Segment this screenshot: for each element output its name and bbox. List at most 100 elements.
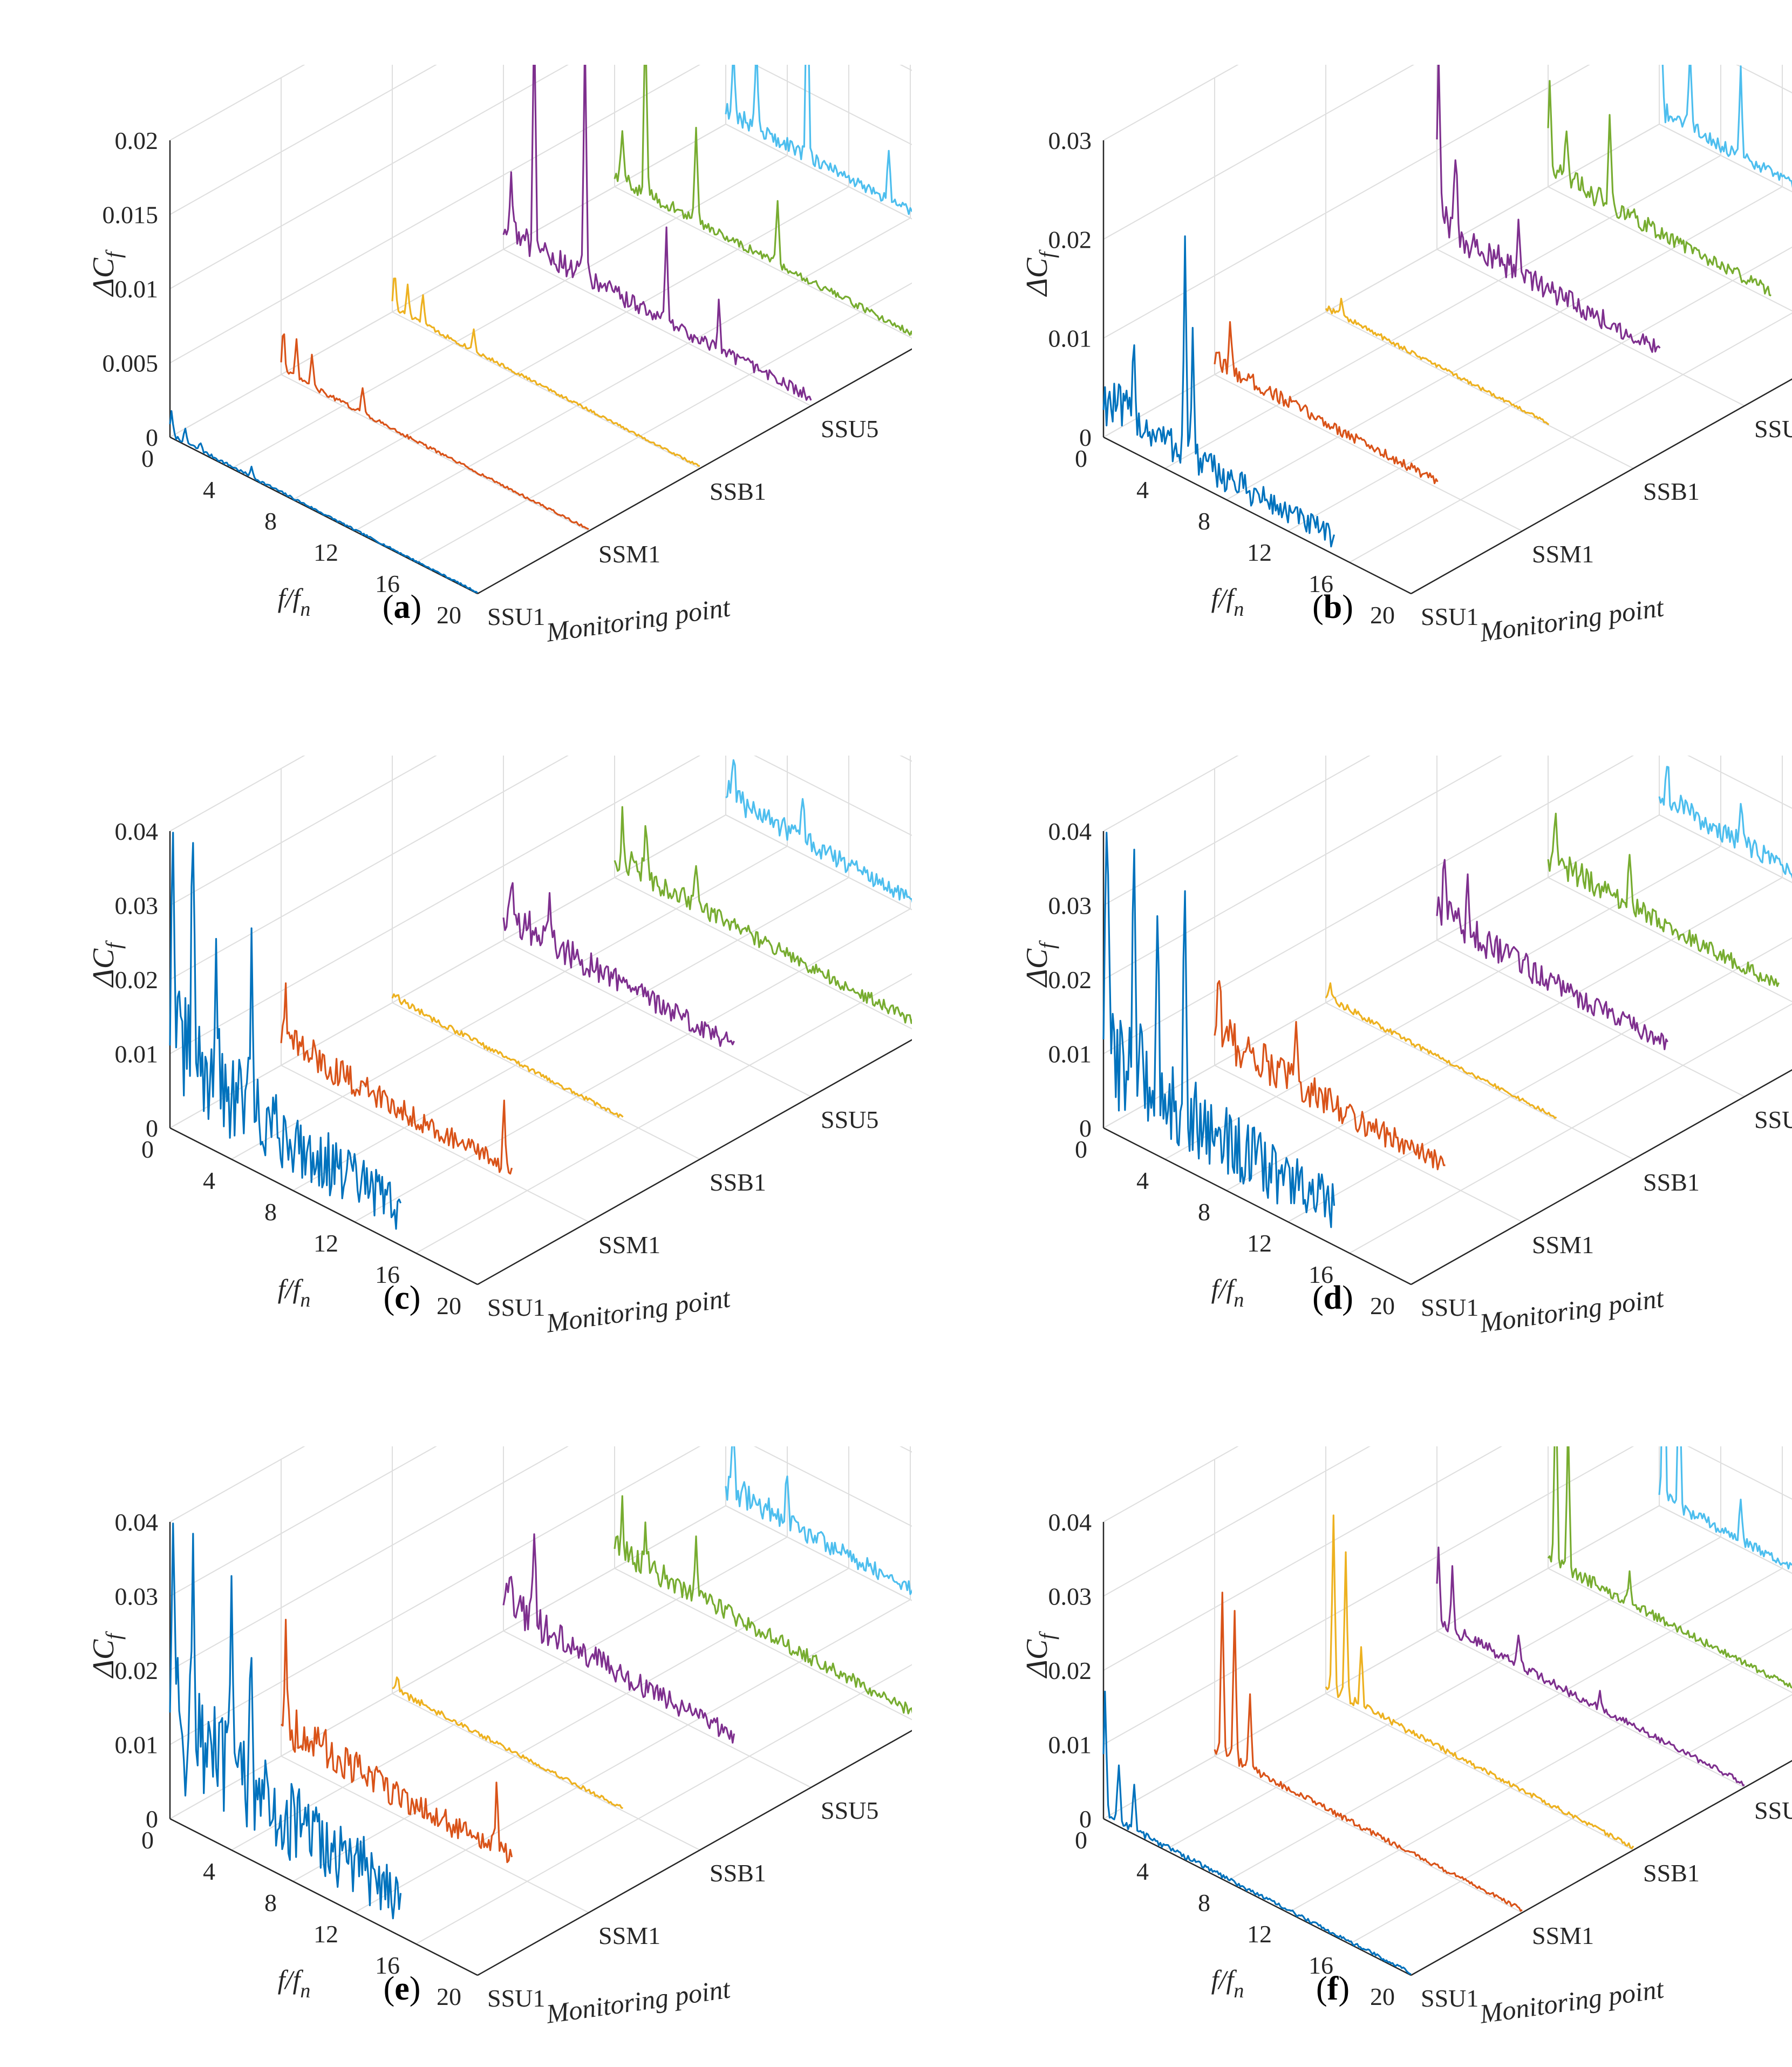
series-line-ssu5 [502,65,812,401]
x-tick-label: 20 [437,601,461,629]
x-tick-label: 8 [1198,1889,1210,1916]
series-group [169,65,912,594]
x-tick-label: 4 [203,1858,215,1885]
z-tick-label: 0.03 [1048,892,1092,920]
x-tick-label: 4 [1136,1858,1149,1885]
z-axis-label: ΔCf [1020,249,1059,297]
category-tick-label: SSU1 [487,603,545,630]
z-tick-label: 0.04 [115,818,159,845]
series-line-ssm5 [614,65,912,336]
x-axis [169,1127,478,1286]
x-tick-label: 20 [437,1983,461,2010]
series-line-ssm5 [1547,80,1771,297]
x-tick-label: 4 [1136,476,1149,504]
z-tick-label: 0.02 [115,1657,159,1684]
series-line-ssu1 [1102,235,1336,548]
x-tick-label: 4 [203,1167,215,1194]
grid [1103,1446,1792,1976]
series-line-ssm1 [1214,1592,1523,1912]
category-tick-label: SSU5 [1754,415,1792,443]
x-tick-label: 12 [1247,1920,1272,1948]
series-line-ssb1 [392,1676,623,1809]
x-tick-label: 4 [1136,1167,1149,1194]
x-tick-label: 20 [1370,601,1395,629]
series-line-ssm1 [280,1619,513,1864]
category-tick-label: SSU1 [1421,1984,1478,2012]
x-tick-label: 12 [1247,1229,1272,1257]
series-line-ssu1 [1102,832,1336,1228]
z-tick-label: 0.01 [115,1041,159,1068]
x-tick-label: 0 [141,445,154,472]
category-tick-label: SSM1 [598,540,660,568]
x-tick-label: 0 [1075,445,1087,472]
x-tick-label: 16 [375,570,400,597]
z-tick-label: 0.01 [1048,325,1092,352]
category-tick-label: SSU5 [821,1797,878,1824]
category-tick-label: SSB1 [710,1859,766,1887]
series-group [169,759,912,1230]
x-axis-label: f/fn [1211,1274,1244,1311]
panel-caption-letter: d [1323,1280,1343,1316]
x-tick-label: 8 [1198,507,1210,535]
grid [169,65,912,594]
series-line-ssb1 [1325,982,1557,1119]
x-axis [1103,436,1412,595]
x-tick-label: 8 [264,1198,277,1226]
chart-panel-a: 0 0.005 0.01 0.015 0.02 0 4 8 12 16 20 SSU1 SSM1 SSB1… [87,65,912,648]
x-axis-label: f/fn [1211,1964,1244,2002]
z-axis-label: ΔCf [87,249,126,297]
z-tick-label: 0.02 [115,966,159,994]
series-line-ssu1 [169,832,401,1230]
x-axis [1103,1818,1412,1976]
grid [169,1446,912,1976]
z-tick-label: 0.02 [115,127,159,154]
z-tick-label: 0.04 [1048,818,1092,845]
series-line-ssb5 [725,1446,912,1595]
category-tick-label: SSM1 [1532,540,1594,568]
x-tick-label: 0 [141,1826,154,1854]
z-tick-label: 0.015 [103,201,159,229]
category-tick-label: SSU5 [821,415,878,443]
panel-caption-letter: c [394,1280,410,1316]
x-tick-label: 12 [1247,539,1272,566]
x-tick-label: 16 [375,1261,400,1288]
series-line-ssu5 [502,1533,735,1744]
panel-caption-b: (b) [1312,589,1353,625]
panel-caption-c: (c) [383,1280,421,1316]
category-axis [477,1039,912,1286]
category-tick-label: SSM1 [1532,1922,1594,1949]
z-tick-label: 0.02 [1048,1657,1092,1684]
z-tick-label: 0 [1079,1805,1092,1833]
series-line-ssm1 [1214,980,1446,1171]
x-tick-label: 16 [375,1952,400,1979]
panel-caption-letter: e [394,1970,410,2007]
category-tick-label: SSB1 [1643,478,1700,505]
z-tick-label: 0.01 [115,275,159,303]
series-line-ssb5 [1658,1446,1792,1569]
series-line-ssb5 [725,759,912,903]
x-tick-label: 16 [1309,1261,1333,1288]
z-tick-label: 0.03 [1048,127,1092,154]
grid [169,756,912,1285]
x-tick-label: 20 [1370,1983,1395,2010]
category-axis [1411,378,1792,595]
series-line-ssu5 [502,882,735,1047]
category-tick-label: SSB1 [710,478,766,505]
panel-caption-a: (a) [382,589,422,625]
x-tick-label: 20 [1370,1292,1395,1320]
z-tick-label: 0.03 [115,1583,159,1610]
series-line-ssu1 [1102,1690,1412,1975]
x-axis-label: f/fn [278,1964,311,2002]
x-axis [169,1818,478,1976]
chart-panel-f: 0 0.01 0.02 0.03 0.04 0 4 8 12 16 20 SSU1 SSM1 SSB1 SS… [1020,1446,1792,2029]
category-tick-label: SSM1 [598,1922,660,1949]
z-tick-label: 0 [1079,1114,1092,1142]
x-axis-label: f/fn [278,583,311,621]
series-line-ssm1 [1214,321,1439,485]
x-axis-label: f/fn [1211,583,1244,621]
z-tick-label: 0 [146,424,158,451]
category-axis-label: Monitoring point [544,1282,733,1338]
z-tick-label: 0.005 [103,350,159,377]
series-group [1102,65,1792,548]
series-line-ssm5 [1547,1446,1792,1689]
